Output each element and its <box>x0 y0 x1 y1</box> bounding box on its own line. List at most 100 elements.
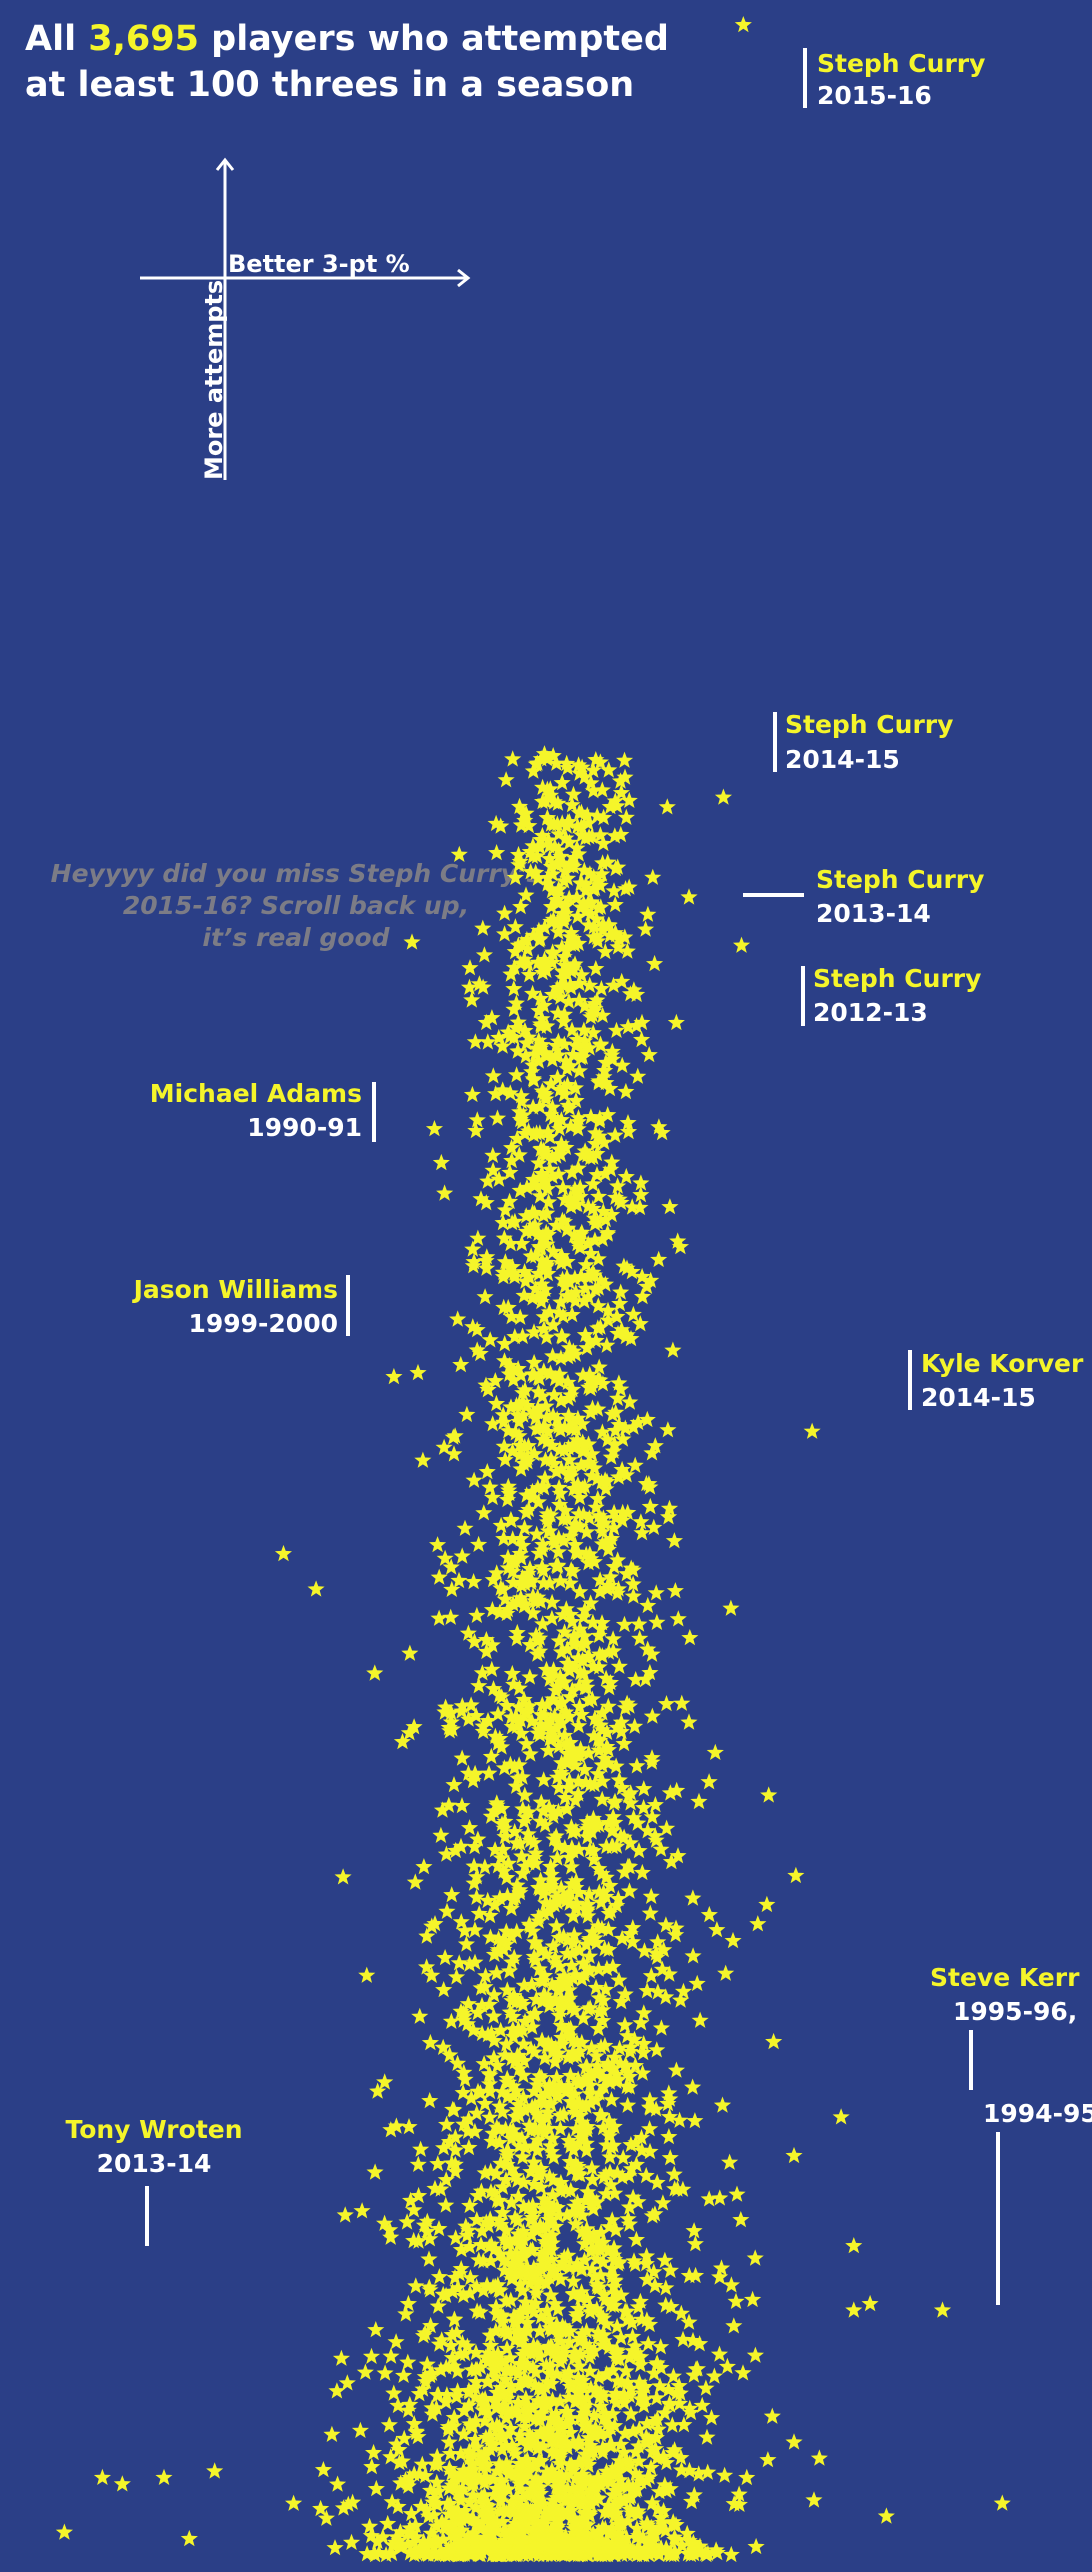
data-point <box>618 1694 636 1711</box>
data-point <box>582 1550 600 1567</box>
data-point <box>552 1135 570 1152</box>
data-point <box>544 1937 562 1954</box>
data-point <box>461 978 479 995</box>
data-point <box>619 1787 637 1804</box>
data-point <box>445 1776 463 1793</box>
data-point <box>529 1224 548 1242</box>
data-point <box>514 1406 532 1423</box>
data-point <box>582 1594 600 1611</box>
data-point <box>532 2536 550 2553</box>
data-point <box>629 1067 647 1084</box>
data-point <box>421 2281 439 2298</box>
data-point <box>537 1717 555 1734</box>
data-point <box>504 750 522 767</box>
data-point <box>561 2456 579 2473</box>
data-point <box>472 2447 490 2464</box>
data-point <box>565 1627 583 1644</box>
data-point <box>465 1874 483 1891</box>
data-point <box>427 2517 445 2534</box>
data-point <box>452 2260 470 2277</box>
data-point <box>561 1751 579 1768</box>
data-point <box>521 2426 539 2443</box>
data-point <box>451 2345 469 2362</box>
data-point <box>619 2096 637 2113</box>
data-point <box>599 2054 617 2072</box>
data-point <box>520 2463 538 2480</box>
data-point <box>440 2479 458 2496</box>
data-point <box>539 1180 557 1197</box>
data-point <box>592 980 610 997</box>
data-point <box>509 2171 527 2188</box>
data-point <box>612 2329 630 2346</box>
data-point <box>524 1289 542 1306</box>
data-point <box>582 2344 600 2361</box>
data-point <box>496 904 514 921</box>
data-point <box>787 1866 805 1884</box>
data-point <box>467 2412 485 2429</box>
data-point <box>517 886 535 903</box>
title-line1-suffix: players who attempted <box>199 19 669 59</box>
data-point <box>586 2491 604 2508</box>
data-point <box>561 1734 579 1751</box>
data-point <box>670 2377 688 2394</box>
data-point <box>447 2141 465 2158</box>
data-point <box>523 1712 541 1729</box>
data-point <box>440 2133 458 2150</box>
data-point <box>527 2410 545 2427</box>
data-point <box>631 1629 649 1646</box>
data-point <box>468 2211 486 2228</box>
data-point <box>490 2120 508 2138</box>
data-point <box>520 1268 538 1285</box>
data-point <box>444 2282 462 2299</box>
annotation-season: 2014-15 <box>921 1383 1036 1412</box>
data-point <box>528 1124 546 1141</box>
data-point <box>390 2454 408 2471</box>
data-point <box>717 1964 735 1981</box>
data-point <box>494 2178 512 2195</box>
data-point <box>483 1009 501 1026</box>
data-point <box>543 1167 561 1184</box>
data-point <box>358 2545 376 2562</box>
data-point <box>501 1755 519 1772</box>
data-point <box>647 2429 665 2446</box>
data-point <box>506 1551 524 1568</box>
data-point <box>530 1907 548 1925</box>
data-point <box>661 2394 679 2412</box>
data-point <box>444 2357 462 2374</box>
data-point <box>442 1558 460 1575</box>
data-point <box>489 1857 507 1874</box>
data-point <box>656 2404 674 2421</box>
data-point <box>576 1601 594 1618</box>
data-point <box>562 2093 580 2110</box>
data-point <box>461 2493 479 2510</box>
data-point <box>661 2108 679 2125</box>
data-point <box>509 2394 527 2411</box>
data-point <box>581 1455 599 1472</box>
data-point <box>528 847 546 864</box>
data-point <box>531 1880 549 1897</box>
data-point <box>624 1575 642 1592</box>
data-point <box>560 992 578 1009</box>
data-point <box>507 2126 525 2143</box>
data-point <box>551 1572 569 1589</box>
data-point <box>574 1048 592 1065</box>
data-point <box>571 2345 589 2362</box>
data-point <box>564 2284 582 2302</box>
data-point <box>570 2094 588 2111</box>
data-point <box>539 1423 557 1440</box>
data-point <box>485 2361 503 2378</box>
data-point <box>571 2524 589 2541</box>
data-point <box>514 2148 532 2165</box>
data-point <box>672 1991 690 2008</box>
data-point <box>517 2261 535 2278</box>
data-point <box>648 2410 666 2427</box>
data-point <box>513 1092 531 1109</box>
data-point <box>479 2405 497 2422</box>
data-point <box>367 2321 385 2338</box>
data-point <box>537 2274 555 2292</box>
data-point <box>456 1519 474 1536</box>
data-point <box>561 2494 579 2511</box>
data-point <box>552 1349 570 1366</box>
data-point <box>543 2241 561 2258</box>
data-point <box>557 1600 575 1617</box>
